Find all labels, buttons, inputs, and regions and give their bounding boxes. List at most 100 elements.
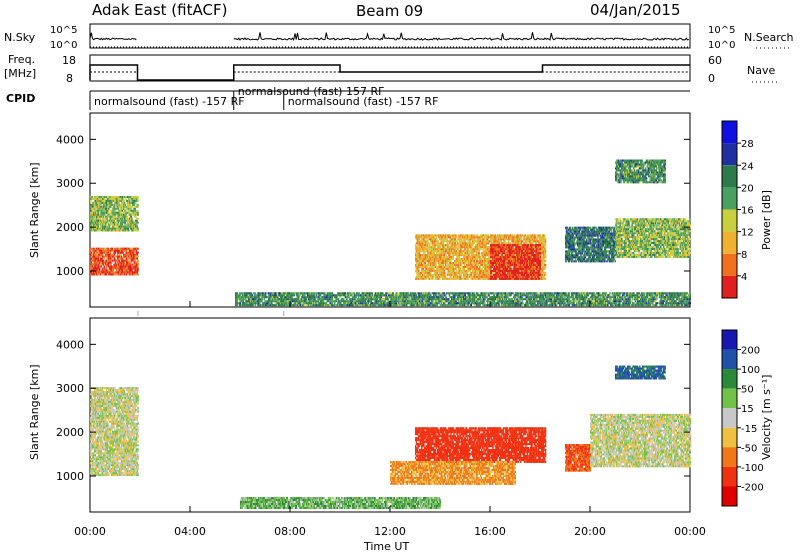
data-cell: [417, 260, 419, 262]
data-cell: [481, 234, 483, 236]
data-cell: [92, 260, 94, 262]
nave-tick-low: 0: [708, 72, 715, 85]
data-cell: [114, 198, 116, 200]
data-cell: [460, 268, 462, 270]
data-cell: [417, 258, 419, 260]
data-cell: [510, 262, 512, 264]
data-cell: [481, 274, 483, 276]
data-cell: [454, 262, 456, 264]
data-cell: [508, 240, 510, 242]
data-cell: [540, 242, 542, 244]
data-cell: [429, 248, 431, 250]
data-cell: [450, 258, 452, 260]
data-cell: [437, 268, 439, 270]
data-cell: [519, 234, 521, 236]
data-cell: [131, 208, 133, 210]
data-cell: [492, 264, 494, 266]
data-cell: [504, 272, 506, 274]
data-cell: [435, 250, 437, 252]
data-cell: [501, 264, 503, 266]
data-cell: [462, 258, 464, 260]
data-cell: [419, 256, 421, 258]
data-cell: [417, 274, 419, 276]
data-cell: [521, 264, 523, 266]
data-cell: [481, 258, 483, 260]
data-cell: [498, 254, 500, 256]
data-cell: [128, 271, 130, 273]
data-cell: [540, 246, 542, 248]
data-cell: [420, 260, 422, 262]
data-cell: [508, 236, 510, 238]
data-cell: [528, 242, 530, 244]
data-cell: [512, 254, 514, 256]
data-cell: [98, 212, 100, 214]
data-cell: [125, 196, 127, 198]
data-cell: [128, 266, 130, 268]
data-cell: [477, 272, 479, 274]
data-cell: [512, 260, 514, 262]
data-cell: [128, 208, 130, 210]
data-cell: [504, 240, 506, 242]
data-cell: [420, 266, 422, 268]
data-cell: [137, 248, 139, 250]
data-cell: [454, 270, 456, 272]
data-cell: [119, 198, 121, 200]
data-cell: [110, 198, 112, 200]
data-cell: [118, 258, 120, 260]
data-cell: [90, 230, 92, 232]
data-cell: [106, 202, 108, 204]
data-cell: [447, 238, 449, 240]
data-cell: [474, 258, 476, 260]
data-cell: [464, 236, 466, 238]
data-cell: [474, 272, 476, 274]
data-cell: [97, 230, 99, 232]
data-cell: [104, 206, 106, 208]
data-cell: [435, 246, 437, 248]
data-cell: [545, 252, 547, 254]
data-cell: [437, 272, 439, 274]
data-cell: [511, 252, 513, 254]
data-cell: [492, 256, 494, 258]
data-cell: [455, 242, 457, 244]
data-cell: [124, 250, 126, 252]
data-cell: [490, 270, 492, 272]
data-cell: [92, 273, 94, 275]
data-cell: [492, 252, 494, 254]
data-cell: [429, 260, 431, 262]
data-cell: [95, 216, 97, 218]
data-cell: [461, 248, 463, 250]
nsky-strip-frame: [90, 24, 690, 48]
data-cell: [468, 240, 470, 242]
data-cell: [430, 252, 432, 254]
data-cell: [104, 248, 106, 250]
data-cell: [433, 270, 435, 272]
data-cell: [501, 270, 503, 272]
data-cell: [134, 208, 136, 210]
cpid-entry: normalsound (fast) -157 RF: [94, 95, 245, 108]
data-cell: [418, 274, 420, 276]
data-cell: [484, 254, 486, 256]
data-cell: [416, 242, 418, 244]
data-cell: [419, 238, 421, 240]
data-cell: [468, 262, 470, 264]
data-cell: [495, 268, 497, 270]
data-cell: [137, 220, 139, 222]
data-cell: [98, 206, 100, 208]
data-cell: [473, 278, 475, 280]
data-cell: [445, 240, 447, 242]
data-cell: [100, 254, 102, 256]
data-cell: [492, 270, 494, 272]
data-cell: [511, 238, 513, 240]
data-cell: [435, 240, 437, 242]
data-cell: [110, 256, 112, 258]
data-cell: [522, 250, 524, 252]
data-cell: [125, 258, 127, 260]
data-cell: [93, 258, 95, 260]
data-cell: [432, 274, 434, 276]
data-cell: [477, 264, 479, 266]
data-cell: [467, 274, 469, 276]
data-cell: [472, 268, 474, 270]
data-cell: [115, 262, 117, 264]
data-cell: [438, 268, 440, 270]
data-cell: [518, 270, 520, 272]
